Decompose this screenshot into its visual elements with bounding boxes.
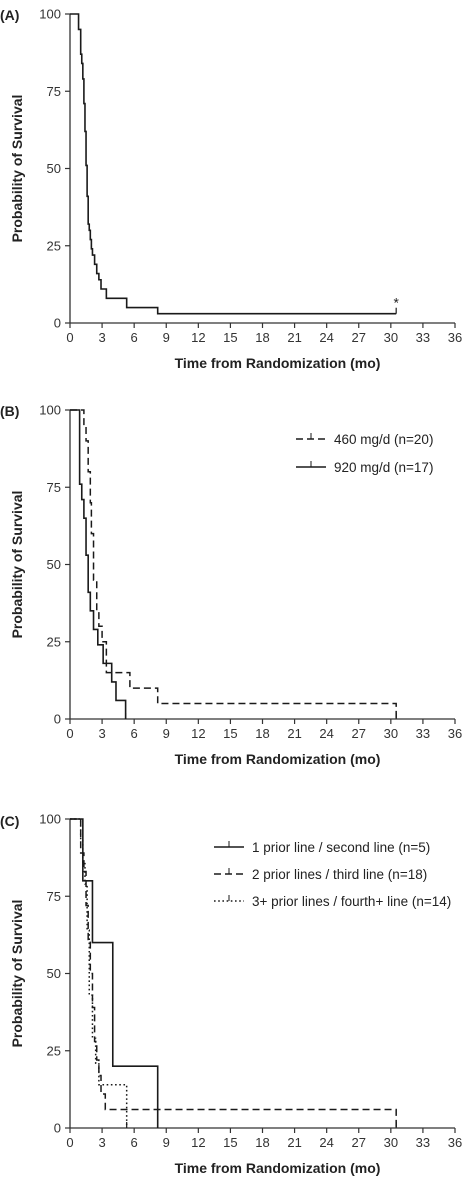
x-tick-label: 36 [448, 726, 462, 741]
x-axis-label: Time from Randomization (mo) [175, 751, 381, 767]
x-tick-label: 15 [223, 1135, 237, 1150]
x-tick-label: 33 [416, 1135, 430, 1150]
km-curve-dashed [70, 818, 397, 1128]
y-tick-label: 75 [47, 480, 61, 495]
x-tick-label: 30 [384, 330, 398, 345]
x-tick-label: 36 [448, 330, 462, 345]
x-tick-label: 9 [163, 1135, 170, 1150]
x-tick-label: 15 [223, 330, 237, 345]
y-tick-label: 0 [54, 316, 61, 331]
km-curve-solid [70, 409, 127, 719]
y-axis-label: Probability of Survival [9, 95, 25, 243]
x-tick-label: 6 [131, 1135, 138, 1150]
x-tick-label: 24 [319, 1135, 333, 1150]
censor-asterisk: * [393, 295, 399, 311]
x-tick-label: 33 [416, 330, 430, 345]
panel-label: (C) [0, 813, 19, 829]
x-tick-label: 12 [191, 1135, 205, 1150]
x-tick-label: 24 [319, 726, 333, 741]
x-axis-label: Time from Randomization (mo) [175, 1160, 381, 1176]
y-tick-label: 25 [47, 238, 61, 253]
km-curve-solid [70, 13, 397, 315]
y-axis-label: Probability of Survival [9, 900, 25, 1048]
x-tick-label: 3 [98, 1135, 105, 1150]
x-tick-label: 36 [448, 1135, 462, 1150]
x-tick-label: 30 [384, 726, 398, 741]
x-tick-label: 21 [287, 1135, 301, 1150]
x-tick-label: 12 [191, 726, 205, 741]
legend-label: 460 mg/d (n=20) [334, 432, 433, 447]
y-tick-label: 100 [39, 7, 61, 22]
x-tick-label: 0 [66, 330, 73, 345]
y-tick-label: 25 [47, 1043, 61, 1058]
y-tick-label: 50 [47, 557, 61, 572]
x-tick-label: 15 [223, 726, 237, 741]
legend: 460 mg/d (n=20) 920 mg/d (n=17) [296, 432, 433, 475]
y-tick-label: 100 [39, 403, 61, 418]
y-tick-label: 50 [47, 966, 61, 981]
y-tick-label: 0 [54, 712, 61, 727]
panel-label: (A) [0, 7, 19, 23]
legend-label: 1 prior line / second line (n=5) [252, 840, 430, 855]
y-tick-label: 100 [39, 812, 61, 827]
x-tick-label: 0 [66, 1135, 73, 1150]
km-curve-solid [70, 818, 159, 1128]
legend-label: 920 mg/d (n=17) [334, 460, 433, 475]
legend-label: 3+ prior lines / fourth+ line (n=14) [252, 894, 451, 909]
x-tick-label: 12 [191, 330, 205, 345]
y-tick-label: 50 [47, 161, 61, 176]
legend-label: 2 prior lines / third line (n=18) [252, 867, 427, 882]
y-axis-label: Probability of Survival [9, 491, 25, 639]
y-tick-label: 75 [47, 84, 61, 99]
y-tick-label: 75 [47, 889, 61, 904]
x-axis-label: Time from Randomization (mo) [175, 355, 381, 371]
x-tick-label: 18 [255, 330, 269, 345]
x-tick-label: 30 [384, 1135, 398, 1150]
x-tick-label: 27 [352, 726, 366, 741]
y-tick-label: 0 [54, 1121, 61, 1136]
x-tick-label: 9 [163, 330, 170, 345]
x-tick-label: 0 [66, 726, 73, 741]
x-tick-label: 6 [131, 726, 138, 741]
y-tick-label: 25 [47, 634, 61, 649]
x-tick-label: 33 [416, 726, 430, 741]
x-tick-label: 18 [255, 1135, 269, 1150]
x-tick-label: 27 [352, 1135, 366, 1150]
km-curve-dotted [70, 818, 128, 1128]
x-tick-label: 3 [98, 330, 105, 345]
x-tick-label: 24 [319, 330, 333, 345]
x-tick-label: 21 [287, 726, 301, 741]
x-tick-label: 6 [131, 330, 138, 345]
x-tick-label: 21 [287, 330, 301, 345]
x-tick-label: 3 [98, 726, 105, 741]
x-tick-label: 27 [352, 330, 366, 345]
x-tick-label: 9 [163, 726, 170, 741]
km-curve-dashed [70, 409, 397, 719]
legend: 1 prior line / second line (n=5) 2 prior … [214, 840, 451, 909]
x-tick-label: 18 [255, 726, 269, 741]
panel-label: (B) [0, 403, 19, 419]
